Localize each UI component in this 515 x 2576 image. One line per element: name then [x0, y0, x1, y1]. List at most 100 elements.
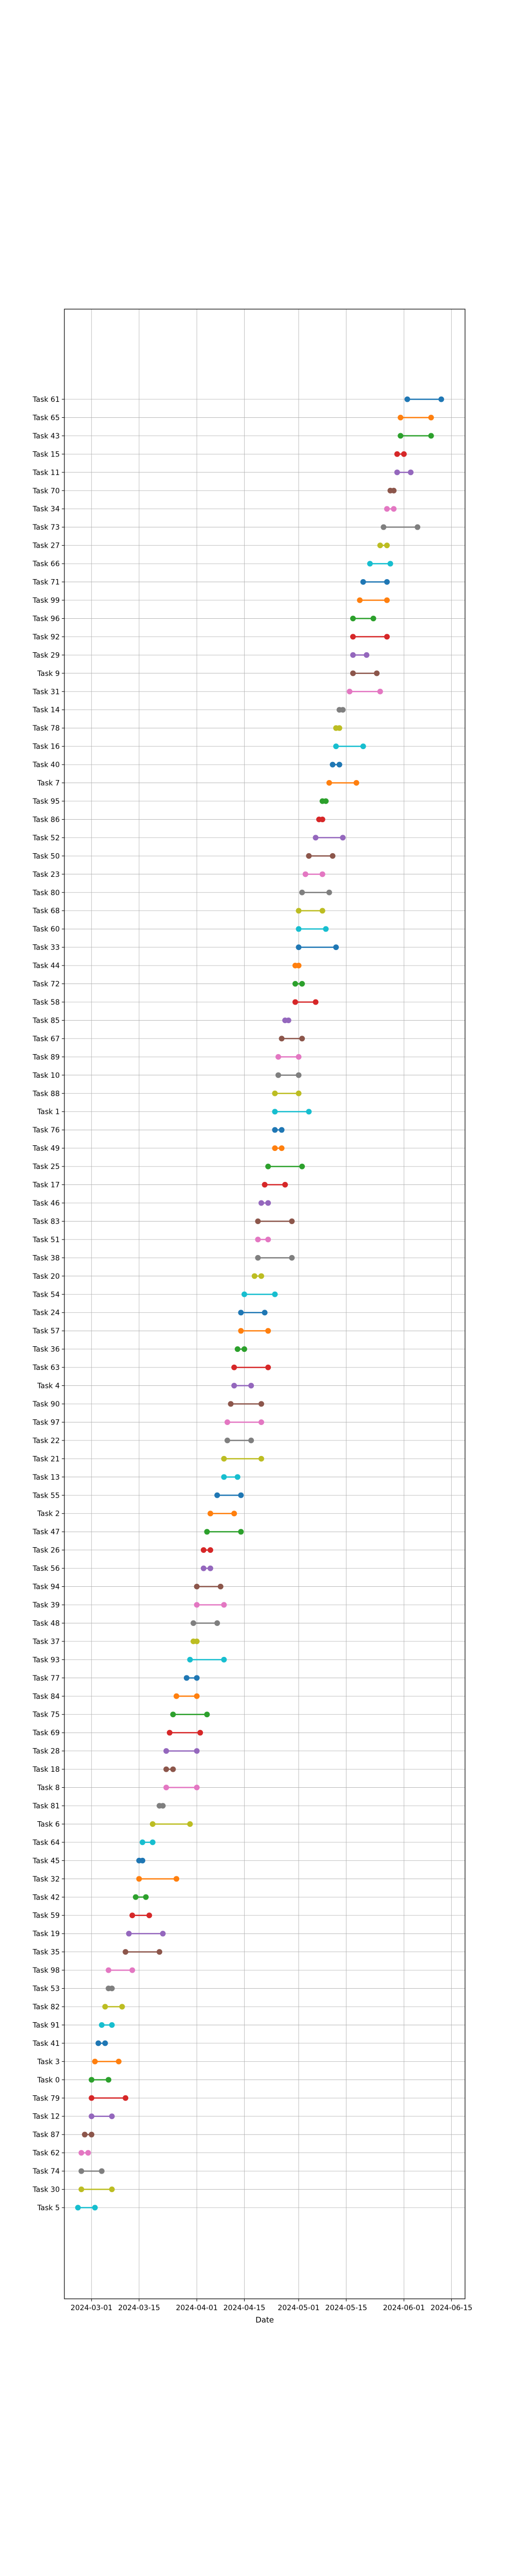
task-start-point: [183, 1675, 190, 1681]
task-start-point: [187, 1656, 193, 1663]
task-end-point: [330, 853, 336, 859]
y-tick-label: Task 81: [32, 1802, 60, 1810]
task-start-point: [194, 1584, 200, 1590]
task-end-point: [258, 1273, 264, 1279]
task-end-point: [221, 1602, 227, 1608]
task-start-point: [333, 743, 339, 750]
task-end-point: [289, 1218, 295, 1224]
task-start-point: [234, 1346, 241, 1352]
y-tick-label: Task 39: [32, 1601, 60, 1609]
y-tick-label: Task 19: [32, 1930, 60, 1938]
task-start-point: [231, 1364, 237, 1370]
y-tick-label: Task 3: [37, 2058, 60, 2066]
task-end-point: [296, 1072, 302, 1078]
task-start-point: [306, 853, 312, 859]
task-end-point: [296, 1054, 302, 1060]
task-start-point: [384, 506, 390, 512]
x-axis-label: Date: [255, 2315, 274, 2325]
y-tick-label: Task 10: [32, 1072, 60, 1080]
y-tick-label: Task 54: [32, 1291, 60, 1299]
gridlines: [64, 309, 465, 2299]
task-end-point: [248, 1437, 254, 1444]
task-start-point: [367, 561, 373, 567]
y-tick-label: Task 13: [32, 1473, 60, 1482]
plot-frame: [64, 309, 466, 2299]
y-tick-label: Task 74: [32, 2167, 60, 2176]
y-tick-label: Task 78: [32, 724, 60, 733]
task-ranges: [75, 396, 444, 2211]
y-tick-label: Task 50: [32, 852, 60, 860]
task-end-point: [119, 2004, 125, 2010]
y-tick-label: Task 28: [32, 1748, 60, 1756]
y-tick-label: Task 92: [32, 633, 60, 641]
y-tick-label: Task 56: [32, 1565, 60, 1573]
y-tick-label: Task 53: [32, 1985, 60, 1993]
task-start-point: [78, 2150, 84, 2156]
task-end-point: [313, 999, 319, 1005]
y-tick-label: Task 37: [32, 1638, 60, 1646]
task-end-point: [299, 981, 305, 987]
y-tick-label: Task 86: [32, 816, 60, 824]
task-start-point: [163, 1748, 169, 1754]
task-end-point: [282, 1182, 288, 1188]
task-end-point: [272, 1291, 278, 1297]
task-end-point: [391, 506, 397, 512]
task-start-point: [255, 1218, 261, 1224]
task-end-point: [428, 414, 434, 420]
y-tick-label: Task 7: [37, 779, 60, 788]
task-start-point: [238, 1310, 244, 1316]
y-tick-label: Task 82: [32, 2003, 60, 2011]
y-tick-label: Task 44: [32, 962, 60, 970]
y-tick-label: Task 95: [32, 798, 60, 806]
y-tick-label: Task 98: [32, 1967, 60, 1975]
task-end-point: [323, 926, 329, 932]
task-start-point: [394, 469, 400, 476]
task-start-point: [200, 1565, 207, 1571]
y-tick-label: Task 9: [37, 670, 60, 678]
y-tick-label: Task 27: [32, 542, 60, 550]
task-end-point: [279, 1145, 285, 1151]
task-start-point: [191, 1620, 197, 1626]
task-start-point: [136, 1876, 142, 1882]
task-start-point: [275, 1072, 281, 1078]
y-tick-label: Task 41: [32, 2040, 60, 2048]
task-end-point: [319, 908, 325, 914]
y-tick-label: Task 79: [32, 2094, 60, 2103]
y-tick-label: Task 62: [32, 2149, 60, 2158]
task-start-point: [163, 1766, 169, 1772]
task-end-point: [194, 1675, 200, 1681]
task-start-point: [272, 1109, 278, 1115]
task-end-point: [415, 524, 421, 530]
task-end-point: [387, 561, 393, 567]
task-start-point: [221, 1474, 227, 1480]
task-end-point: [149, 1839, 156, 1845]
task-end-point: [89, 2131, 95, 2138]
task-start-point: [224, 1419, 230, 1425]
task-end-point: [384, 543, 390, 549]
y-tick-label: Task 88: [32, 1090, 60, 1098]
task-end-point: [265, 1328, 271, 1334]
task-end-point: [408, 469, 414, 476]
y-tick-label: Task 57: [32, 1327, 60, 1335]
task-end-point: [370, 615, 376, 621]
task-end-point: [258, 1455, 264, 1462]
task-start-point: [258, 1200, 264, 1206]
task-end-point: [208, 1547, 214, 1553]
task-end-point: [353, 780, 359, 786]
task-end-point: [241, 1346, 247, 1352]
task-end-point: [194, 1693, 200, 1699]
task-end-point: [336, 725, 342, 731]
y-tick-label: Task 30: [32, 2186, 60, 2194]
task-end-point: [217, 1584, 224, 1590]
y-tick-label: Task 97: [32, 1418, 60, 1427]
task-end-point: [296, 1090, 302, 1096]
y-tick-label: Task 49: [32, 1145, 60, 1153]
task-end-point: [221, 1656, 227, 1663]
task-end-point: [204, 1711, 210, 1718]
task-start-point: [296, 908, 302, 914]
y-tick-label: Task 4: [37, 1382, 60, 1391]
task-start-point: [357, 597, 363, 603]
x-tick-label: 2024-03-15: [118, 2304, 160, 2312]
task-start-point: [360, 579, 366, 585]
y-tick-label: Task 84: [32, 1692, 60, 1701]
